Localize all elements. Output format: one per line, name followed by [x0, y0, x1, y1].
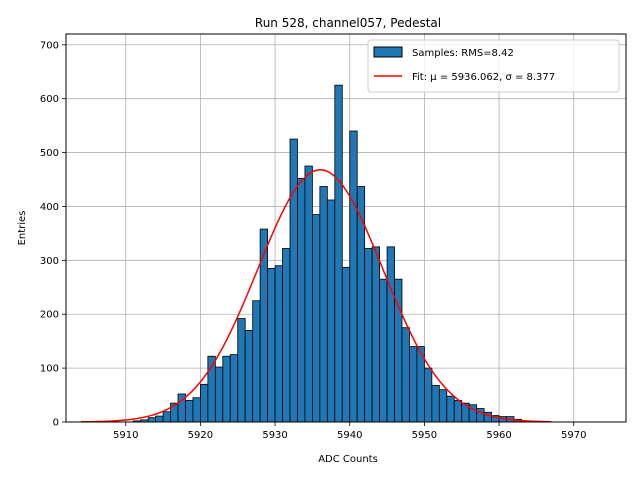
fit-curve-layer: [80, 169, 552, 423]
histogram-bar: [162, 411, 171, 423]
histogram-bar: [304, 165, 313, 423]
legend: Samples: RMS=8.42 Fit: μ = 5936.062, σ =…: [367, 39, 620, 93]
histogram-bar: [237, 318, 246, 423]
x-tick-label: 5920: [188, 430, 213, 441]
y-tick-label: 300: [40, 256, 59, 267]
y-tick-label: 100: [40, 364, 59, 375]
histogram-bar: [476, 408, 485, 423]
y-tick-label: 700: [40, 40, 59, 51]
histogram-bar: [453, 400, 463, 423]
histogram-bar: [199, 383, 209, 423]
y-axis-label: Entries: [17, 211, 28, 246]
histogram-bar: [289, 138, 298, 423]
histogram-bar: [214, 366, 224, 423]
histogram-bar: [252, 300, 261, 423]
x-axis-label: ADC Counts: [318, 454, 378, 465]
histogram-bar: [229, 354, 239, 423]
axis-ticks: 5910 5920 5930 5940 5950 5960 5970 0 100 200 300 40…: [40, 40, 587, 441]
histogram-bar: [244, 329, 254, 423]
plot-frame: [65, 33, 627, 423]
y-tick-label: 400: [40, 202, 59, 213]
histogram-bar: [409, 346, 418, 423]
histogram-bar: [259, 228, 268, 423]
histogram-bar: [192, 397, 201, 423]
chart-title: Run 528, channel057, Pedestal: [255, 16, 441, 30]
histogram-bar: [371, 246, 380, 423]
legend-histogram-swatch: [373, 46, 403, 58]
histogram-bar: [423, 367, 433, 423]
histogram-bars: [88, 84, 522, 423]
x-tick-label: 5950: [412, 430, 437, 441]
histogram-bar: [185, 400, 194, 423]
y-tick-label: 200: [40, 310, 59, 321]
histogram-bar: [364, 248, 373, 423]
legend-fit-label: Fit: μ = 5936.062, σ = 8.377: [412, 72, 555, 83]
legend-histogram-label: Samples: RMS=8.42: [412, 48, 514, 59]
histogram-bar: [326, 199, 336, 423]
x-tick-label: 5970: [561, 430, 586, 441]
histogram-bar: [379, 278, 388, 423]
x-tick-label: 5940: [337, 430, 362, 441]
histogram-bar: [311, 214, 321, 423]
grid: [66, 34, 626, 423]
histogram-bar: [147, 417, 156, 423]
x-tick-label: 5910: [113, 430, 138, 441]
legend-box: [367, 39, 620, 93]
histogram-bar: [401, 327, 410, 423]
y-tick-label: 500: [40, 148, 59, 159]
histogram-bar: [297, 178, 306, 423]
histogram-bar: [267, 268, 276, 423]
fit-curve: [80, 169, 552, 423]
x-tick-label: 5960: [486, 430, 511, 441]
x-tick-label: 5930: [262, 430, 287, 441]
histogram-bar: [222, 355, 231, 423]
histogram-bar: [282, 248, 291, 423]
histogram-bar: [334, 84, 343, 423]
histogram-bar: [341, 266, 351, 423]
histogram-bar: [446, 395, 455, 423]
histogram-bar: [431, 384, 440, 423]
histogram-bar: [386, 246, 395, 423]
y-tick-label: 600: [40, 94, 59, 105]
y-tick-label: 0: [53, 418, 59, 429]
histogram-bar: [319, 186, 328, 423]
histogram-bar: [155, 415, 164, 423]
histogram-bar: [438, 389, 448, 423]
histogram-bar: [349, 130, 358, 423]
histogram-bar: [274, 265, 283, 423]
